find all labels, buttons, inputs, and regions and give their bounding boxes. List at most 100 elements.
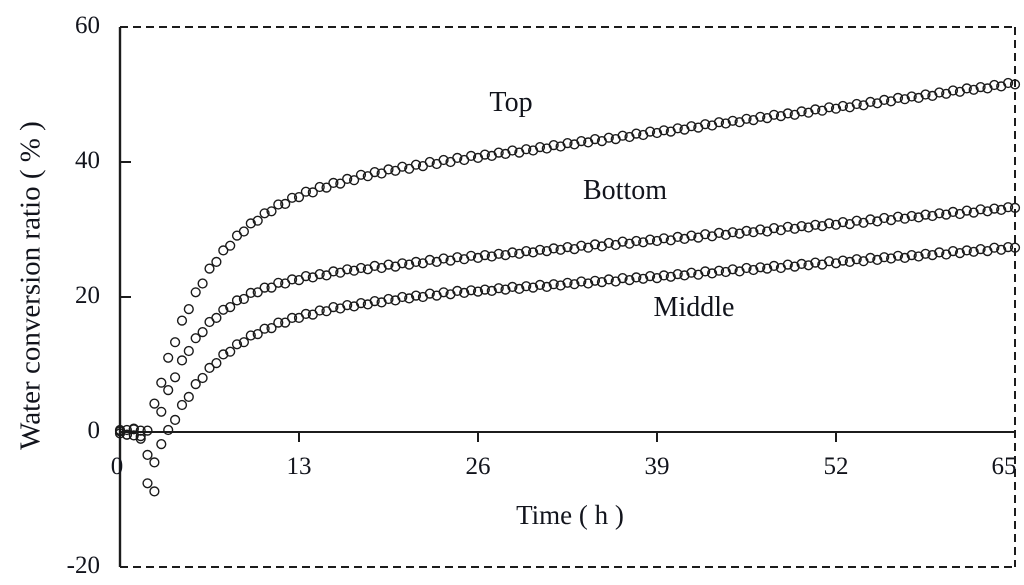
data-point [782, 221, 793, 232]
data-point [493, 147, 504, 158]
data-point [280, 317, 291, 328]
data-point [555, 244, 566, 255]
data-point [466, 250, 477, 261]
data-point [927, 250, 938, 261]
data-point [851, 98, 862, 110]
data-point [183, 391, 194, 403]
data-point [947, 85, 959, 96]
data-point [961, 83, 972, 94]
data-point [493, 283, 504, 294]
data-point [672, 269, 683, 280]
data-point [355, 298, 367, 309]
data-point [534, 279, 546, 291]
data-point [342, 300, 353, 311]
data-point [176, 399, 188, 411]
data-point [803, 222, 814, 233]
data-point [156, 377, 167, 388]
data-point [741, 262, 752, 274]
data-point [163, 424, 174, 436]
data-point [624, 238, 635, 249]
data-point [823, 218, 835, 229]
data-point [810, 219, 821, 230]
data-point [934, 208, 945, 219]
data-point [830, 219, 842, 230]
data-point [211, 312, 222, 324]
y-tick-label-60: 60 [75, 12, 100, 39]
data-point [245, 218, 256, 229]
data-point [589, 275, 601, 286]
data-point [1002, 202, 1014, 213]
series-label-middle: Middle [653, 292, 735, 323]
data-point [231, 339, 243, 350]
data-point [149, 486, 160, 497]
data-point [293, 192, 305, 203]
y-tick-label-20: 20 [75, 282, 100, 309]
data-point [548, 140, 559, 151]
data-point [782, 108, 793, 119]
data-point [796, 106, 807, 117]
data-point [879, 252, 890, 263]
data-point [624, 275, 635, 286]
data-point [238, 337, 250, 348]
data-point [548, 243, 559, 254]
data-point [500, 284, 511, 295]
data-point [644, 126, 656, 137]
data-point [823, 102, 835, 113]
data-point [225, 346, 236, 357]
data-point [617, 130, 628, 141]
data-point [920, 248, 931, 259]
data-point [218, 349, 229, 360]
data-point [266, 323, 277, 334]
data-point [617, 273, 628, 284]
data-point [562, 277, 573, 288]
data-point [252, 329, 263, 340]
data-point [383, 164, 394, 175]
data-point [280, 198, 291, 210]
data-point [996, 204, 1007, 216]
data-point [589, 239, 601, 250]
data-point [486, 285, 497, 297]
data-point [452, 152, 463, 164]
data-point [989, 79, 1000, 91]
data-point [507, 281, 518, 293]
data-point [837, 100, 849, 112]
data-point [658, 270, 670, 281]
data-point [954, 248, 966, 259]
data-point [190, 333, 201, 344]
data-point [927, 210, 938, 222]
x-tick-label-39: 39 [644, 453, 670, 480]
data-point [300, 271, 312, 282]
data-point [837, 217, 849, 228]
data-point [775, 110, 787, 122]
data-point [796, 221, 807, 232]
data-point [424, 254, 435, 266]
data-point [631, 272, 642, 283]
data-point [631, 235, 642, 247]
data-point [410, 256, 422, 268]
data-point [879, 212, 890, 224]
data-point [521, 281, 532, 292]
data-point [314, 269, 325, 280]
data-point [245, 287, 256, 299]
data-point [996, 244, 1007, 255]
data-point [121, 424, 133, 436]
data-point [500, 250, 511, 261]
data-point [892, 92, 904, 104]
data-point [583, 278, 594, 289]
data-point [947, 246, 959, 257]
data-point [658, 125, 670, 136]
data-point [947, 206, 959, 218]
data-point [514, 283, 525, 295]
data-point [225, 302, 236, 313]
data-point [989, 242, 1000, 253]
data-point [768, 223, 780, 234]
data-point [865, 96, 876, 108]
data-point [1002, 77, 1014, 89]
data-point [830, 258, 842, 269]
data-point [989, 203, 1000, 214]
data-point [727, 264, 738, 275]
data-point [259, 208, 270, 219]
x-tick-label-26: 26 [465, 453, 491, 480]
data-point [617, 236, 628, 247]
